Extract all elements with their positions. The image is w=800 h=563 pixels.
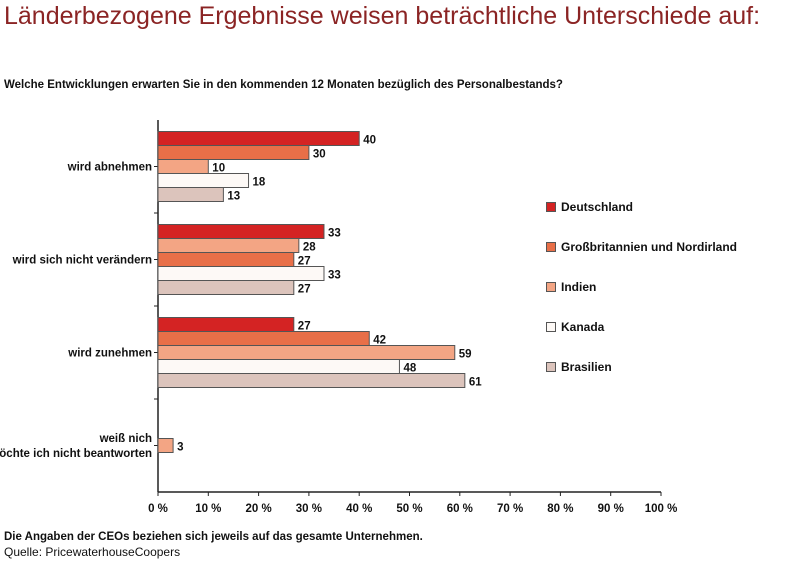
legend-label: Kanada bbox=[561, 320, 605, 334]
data-label: 48 bbox=[403, 363, 416, 375]
chart-question: Welche Entwicklungen erwarten Sie in den… bbox=[4, 79, 563, 91]
data-label: 27 bbox=[298, 284, 311, 296]
bar-kanada bbox=[157, 266, 325, 281]
x-tick-label: 60 % bbox=[447, 503, 473, 515]
bar-gro-britannien-und-nordirland bbox=[157, 331, 370, 346]
bar-deutschland bbox=[157, 317, 295, 332]
data-label: 30 bbox=[313, 149, 326, 161]
legend-swatch bbox=[546, 242, 556, 252]
data-label: 40 bbox=[363, 135, 376, 147]
legend-label: Deutschland bbox=[561, 200, 634, 214]
x-tick-label: 80 % bbox=[547, 503, 573, 515]
footnote: Die Angaben der CEOs beziehen sich jewei… bbox=[4, 531, 423, 543]
legend-item: Deutschland bbox=[546, 200, 633, 214]
data-label: 27 bbox=[298, 256, 311, 268]
data-label: 33 bbox=[328, 228, 341, 240]
legend-swatch bbox=[546, 362, 556, 372]
chart-title: Länderbezogene Ergebnisse weisen beträch… bbox=[4, 2, 761, 30]
data-label: 18 bbox=[253, 177, 266, 189]
x-tick-label: 90 % bbox=[598, 503, 624, 515]
legend-swatch bbox=[546, 202, 556, 212]
data-label: 33 bbox=[328, 270, 341, 282]
x-tick-label: 100 % bbox=[645, 503, 678, 515]
data-label: 3 bbox=[177, 442, 183, 454]
data-label: 13 bbox=[227, 191, 240, 203]
x-tick-label: 20 % bbox=[245, 503, 271, 515]
legend-label: Indien bbox=[561, 280, 597, 294]
data-label: 10 bbox=[212, 163, 225, 175]
x-tick-label: 10 % bbox=[195, 503, 221, 515]
x-tick-label: 0 % bbox=[148, 503, 168, 515]
bar-indien bbox=[157, 438, 174, 453]
legend-item: Indien bbox=[546, 280, 596, 294]
bar-gro-britannien-und-nordirland bbox=[157, 145, 310, 160]
legend-item: Kanada bbox=[546, 320, 604, 334]
bar-kanada bbox=[157, 173, 250, 188]
category-label: weiß nich bbox=[99, 433, 152, 445]
bar-gro-britannien-und-nordirland bbox=[157, 252, 295, 267]
x-tick-label: 30 % bbox=[296, 503, 322, 515]
legend-item: Großbritannien und Nordirland bbox=[546, 240, 737, 254]
category-label: wird sich nicht verändern bbox=[12, 255, 152, 267]
category-label: /möchte ich nicht beantworten bbox=[0, 448, 152, 460]
legend-swatch bbox=[546, 322, 556, 332]
legend-item: Brasilien bbox=[546, 360, 612, 374]
legend-label: Großbritannien und Nordirland bbox=[561, 240, 737, 254]
data-label: 27 bbox=[298, 321, 311, 333]
bar-brasilien bbox=[157, 187, 224, 202]
bar-brasilien bbox=[157, 280, 295, 295]
source: Quelle: PricewaterhouseCoopers bbox=[4, 545, 181, 559]
legend-label: Brasilien bbox=[561, 360, 612, 374]
x-tick-label: 70 % bbox=[497, 503, 523, 515]
bar-deutschland bbox=[157, 224, 325, 239]
bar-brasilien bbox=[157, 373, 466, 388]
data-label: 61 bbox=[469, 377, 482, 389]
x-tick-label: 50 % bbox=[396, 503, 422, 515]
category-label: wird abnehmen bbox=[67, 162, 152, 174]
data-label: 42 bbox=[373, 335, 386, 347]
category-label: wird zunehmen bbox=[67, 348, 152, 360]
bar-indien bbox=[157, 238, 300, 253]
bar-deutschland bbox=[157, 131, 360, 146]
data-label: 59 bbox=[459, 349, 472, 361]
data-label: 28 bbox=[303, 242, 316, 254]
bar-indien bbox=[157, 345, 456, 360]
bar-kanada bbox=[157, 359, 400, 374]
bar-indien bbox=[157, 159, 209, 174]
x-tick-label: 40 % bbox=[346, 503, 372, 515]
legend-swatch bbox=[546, 282, 556, 292]
